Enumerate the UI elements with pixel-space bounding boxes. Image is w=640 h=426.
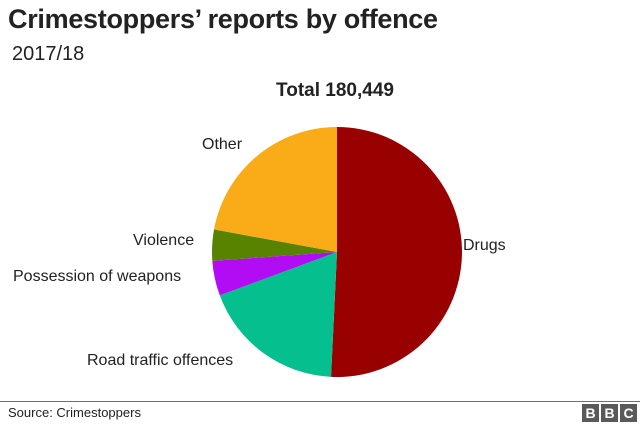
chart-title: Crimestoppers’ reports by offence bbox=[8, 4, 438, 34]
label-road-traffic-offences: Road traffic offences bbox=[87, 352, 234, 369]
pie-slice-violence bbox=[212, 229, 337, 261]
pie-slice-road-traffic-offences bbox=[219, 252, 337, 377]
label-violence: Violence bbox=[133, 232, 195, 249]
pie-slice-drugs bbox=[331, 127, 462, 377]
source-note: Source: Crimestoppers bbox=[8, 405, 141, 420]
chart-subtitle: 2017/18 bbox=[12, 43, 85, 65]
bbc-logo-letter: C bbox=[620, 404, 637, 422]
pie-slice-other bbox=[214, 127, 337, 252]
footer-divider bbox=[0, 401, 640, 402]
label-other: Other bbox=[202, 136, 243, 153]
bbc-logo-letter: B bbox=[601, 404, 618, 422]
label-possession-of-weapons: Possession of weapons bbox=[13, 268, 182, 285]
total-label: Total 180,449 bbox=[276, 80, 394, 101]
bbc-logo: B B C bbox=[582, 404, 637, 422]
bbc-logo-letter: B bbox=[582, 404, 599, 422]
pie-slice-possession-of-weapons bbox=[212, 252, 337, 296]
pie-slices bbox=[212, 127, 462, 377]
label-drugs: Drugs bbox=[463, 237, 506, 254]
